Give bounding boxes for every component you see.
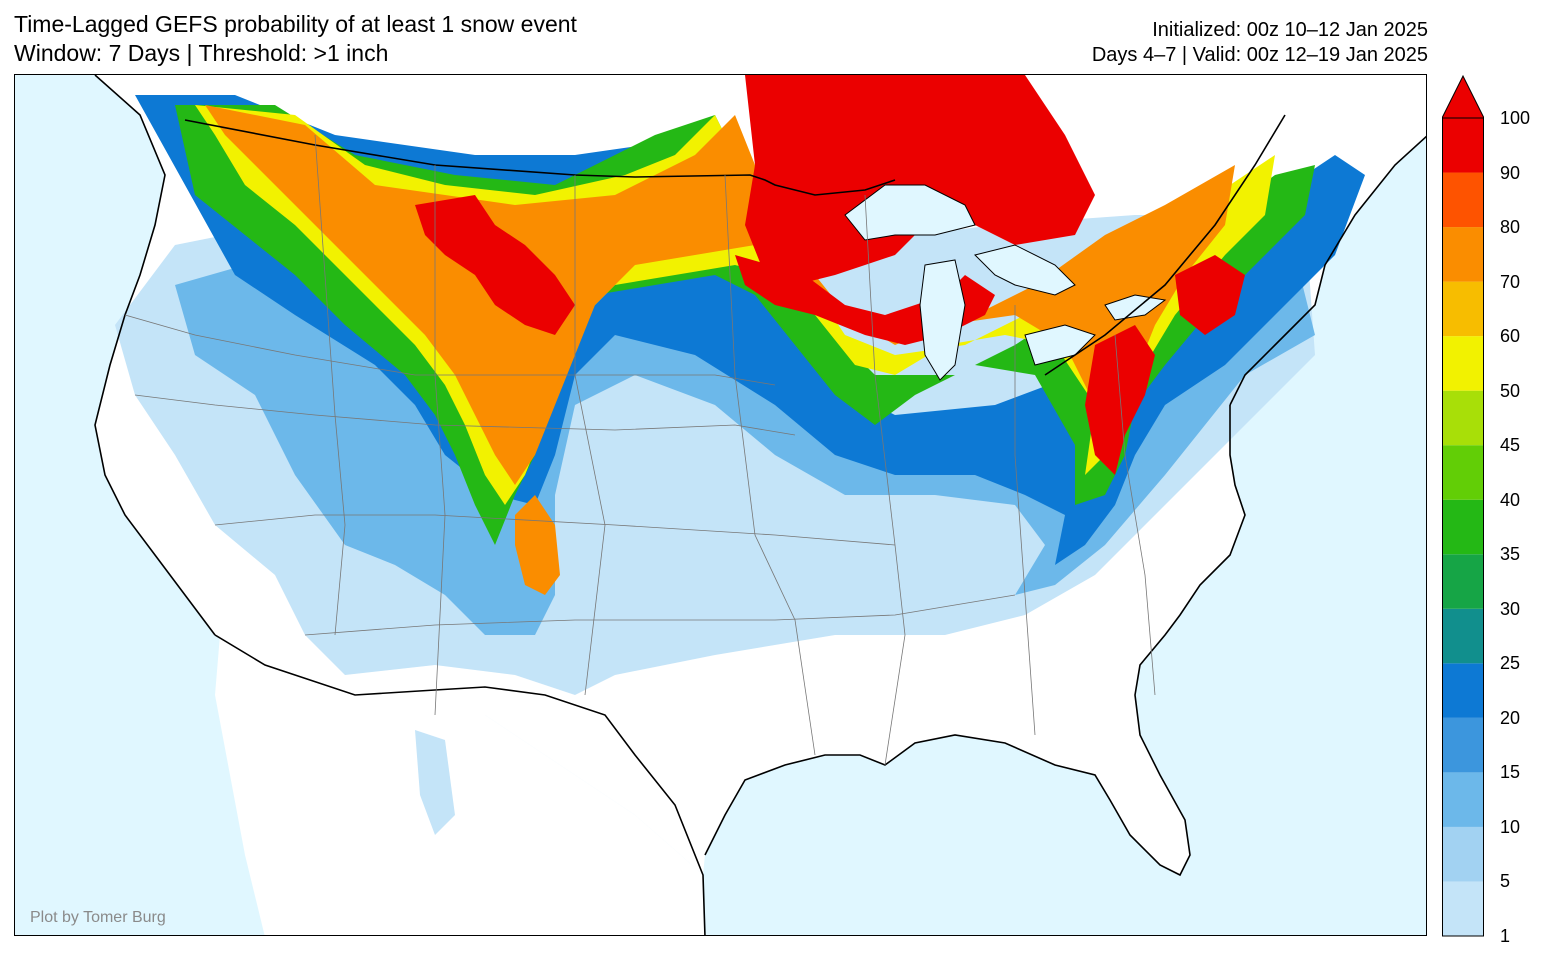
colorbar-bin [1442, 281, 1484, 337]
colorbar-bin [1442, 499, 1484, 555]
gulf-of-mexico [705, 735, 1195, 935]
colorbar-bin [1442, 826, 1484, 882]
colorbar-bin [1442, 118, 1484, 173]
map-svg [94, 75, 1426, 935]
colorbar-tick-label: 15 [1500, 762, 1521, 783]
map-panel: Plot by Tomer Burg [14, 74, 1427, 936]
colorbar-bin [1442, 772, 1484, 827]
colorbar-bin [1442, 663, 1484, 718]
colorbar-tick-label: 25 [1500, 653, 1521, 674]
valid-text: Days 4–7 | Valid: 00z 12–19 Jan 2025 [1091, 44, 1428, 66]
colorbar-bin [1442, 881, 1484, 936]
probability-shading [115, 75, 1365, 835]
colorbar-bin [1442, 227, 1484, 282]
colorbar-tick-label: 90 [1500, 162, 1521, 183]
credit-text: Plot by Tomer Burg [30, 909, 166, 926]
colorbar-tick-label: 50 [1500, 380, 1521, 401]
colorbar-bin [1442, 717, 1484, 773]
colorbar-tick-label: 5 [1500, 871, 1511, 892]
colorbar-bin [1442, 336, 1484, 391]
title-line-2: Window: 7 Days | Threshold: >1 inch [14, 40, 389, 66]
colorbar-bin [1442, 445, 1484, 500]
colorbar-extend-max [1442, 74, 1484, 119]
mexico-land [215, 635, 705, 935]
colorbar-tick-label: 20 [1500, 707, 1521, 728]
run-info: Initialized: 00z 10–12 Jan 2025 Days 4–7… [1092, 18, 1428, 68]
colorbar-tick-label: 35 [1500, 544, 1521, 565]
borders [94, 75, 1426, 935]
colorbar-tick-label: 100 [1500, 108, 1531, 128]
colorbar [1442, 74, 1484, 937]
colorbar-tick-label: 70 [1500, 271, 1521, 292]
chart-title: Time-Lagged GEFS probability of at least… [14, 10, 577, 68]
colorbar-frame [1442, 117, 1484, 937]
state-lines [124, 134, 1156, 766]
colorbar-tick-label: 40 [1500, 489, 1521, 510]
colorbar-bins [1442, 74, 1484, 937]
initialized-text: Initialized: 00z 10–12 Jan 2025 [1152, 19, 1428, 41]
colorbar-bin [1442, 390, 1484, 446]
colorbar-tick-label: 10 [1500, 816, 1521, 837]
colorbar-bin [1442, 554, 1484, 609]
colorbar-tick-label: 80 [1500, 217, 1521, 238]
colorbar-tick-label: 60 [1500, 326, 1521, 347]
colorbar-bin [1442, 172, 1484, 228]
colorbar-tick-label: 45 [1500, 435, 1521, 456]
title-line-1: Time-Lagged GEFS probability of at least… [14, 11, 577, 37]
colorbar-bin [1442, 608, 1484, 664]
colorbar-tick-label: 30 [1500, 598, 1521, 619]
colorbar-tick-label: 1 [1500, 926, 1511, 946]
great-lakes [844, 184, 1167, 381]
